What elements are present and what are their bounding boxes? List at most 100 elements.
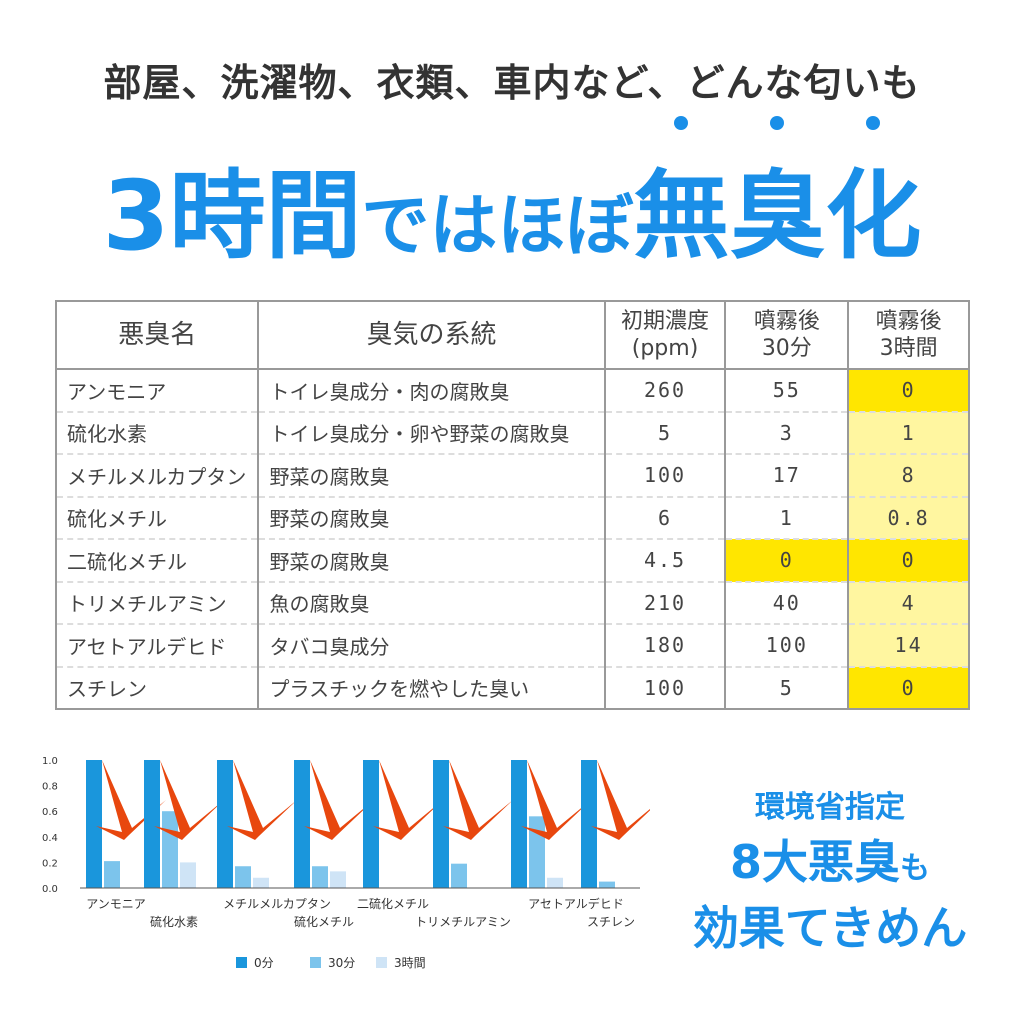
table-cell: 1	[724, 496, 850, 540]
table-row: アンモニア トイレ臭成分・肉の腐敗臭 260 55 0	[54, 369, 970, 413]
table-cell: タバコ臭成分	[257, 624, 606, 668]
table-cell: 3	[724, 411, 850, 455]
table-cell: 210	[603, 581, 727, 625]
x-tick-label: メチルメルカプタン	[223, 897, 331, 911]
subtitle: 部屋、洗濯物、衣類、車内など、どんな匂いも	[103, 61, 921, 105]
right-line2a: 8大悪臭	[729, 835, 900, 889]
table-cell: 4	[847, 581, 970, 625]
table-cell: プラスチックを燃やした臭い	[257, 666, 606, 710]
bar-0	[363, 760, 379, 888]
down-arrow-icon	[227, 760, 297, 840]
down-arrow-icon	[591, 760, 650, 840]
down-arrow-icon	[443, 760, 513, 840]
table-cell: 0	[724, 539, 850, 583]
bar-1	[312, 866, 328, 888]
table-cell: 17	[724, 454, 850, 498]
table-cell: 5	[724, 666, 850, 710]
table-cell: 6	[603, 496, 727, 540]
table-cell: トリメチルアミン	[54, 581, 260, 625]
column-header: 臭気の系統	[257, 300, 606, 370]
headline-char: 無	[633, 116, 729, 277]
legend-swatch	[236, 957, 247, 968]
x-tick-label: トリメチルアミン	[415, 915, 511, 929]
x-tick-label: アセトアルデヒド	[528, 896, 624, 911]
table-cell: 40	[724, 581, 850, 625]
table-cell: 硫化水素	[54, 411, 260, 455]
table-cell: アセトアルデヒド	[54, 624, 260, 668]
right-line2b: も	[900, 851, 930, 886]
x-tick-label: スチレン	[587, 915, 635, 929]
legend-swatch	[376, 957, 387, 968]
headline-part1: 3時間	[102, 160, 362, 272]
right-line2: 8大悪臭も	[650, 826, 1010, 892]
bar-1	[162, 811, 178, 888]
table-cell: 100	[603, 454, 727, 498]
bar-1	[104, 861, 120, 888]
table-cell: 14	[847, 624, 970, 668]
bar-0	[294, 760, 310, 888]
headline: 3時間ではほぼ無臭化	[0, 116, 1024, 277]
table-row: アセトアルデヒド タバコ臭成分 180 100 14	[54, 624, 970, 668]
table-row: 二硫化メチル 野菜の腐敗臭 4.5 0 0	[54, 539, 970, 583]
table-cell: 260	[603, 369, 727, 413]
bar-0	[511, 760, 527, 888]
table-cell: 野菜の腐敗臭	[257, 539, 606, 583]
table-cell: 0	[847, 369, 970, 413]
table-cell: トイレ臭成分・肉の腐敗臭	[257, 369, 606, 413]
table-cell: 硫化メチル	[54, 496, 260, 540]
y-tick-label: 0.4	[42, 833, 58, 844]
bar-2	[253, 877, 269, 888]
y-tick-label: 0.6	[42, 807, 58, 818]
table-cell: 0	[847, 539, 970, 583]
column-header: 悪臭名	[54, 300, 260, 370]
table-cell: 魚の腐敗臭	[257, 581, 606, 625]
table-cell: 二硫化メチル	[54, 539, 260, 583]
headline-part2: ではほぼ	[361, 187, 634, 266]
header-text: 噴霧後	[753, 308, 820, 334]
legend-label: 3時間	[394, 956, 426, 970]
header-text: 臭気の系統	[366, 319, 497, 350]
legend-label: 30分	[328, 956, 355, 970]
y-tick-label: 0.2	[42, 858, 58, 869]
table-cell: 8	[847, 454, 970, 498]
column-header: 噴霧後 30分	[724, 300, 850, 370]
table-cell: スチレン	[54, 666, 260, 710]
column-header: 初期濃度 (ppm)	[603, 300, 727, 370]
legend-swatch	[310, 957, 321, 968]
bar-0	[581, 760, 597, 888]
x-tick-label: 硫化メチル	[294, 914, 354, 929]
bar-2	[180, 862, 196, 888]
column-header: 噴霧後 3時間	[847, 300, 970, 370]
legend-label: 0分	[254, 956, 274, 970]
down-arrow-icon	[373, 760, 443, 840]
table-cell: 野菜の腐敗臭	[257, 454, 606, 498]
y-tick-label: 0.0	[42, 884, 58, 895]
bar-0	[144, 760, 160, 888]
table-row: トリメチルアミン 魚の腐敗臭 210 40 4	[54, 581, 970, 625]
table-cell: トイレ臭成分・卵や野菜の腐敗臭	[257, 411, 606, 455]
table-cell: 100	[724, 624, 850, 668]
table-cell: 100	[603, 666, 727, 710]
x-tick-label: 硫化水素	[150, 914, 198, 929]
y-tick-label: 1.0	[42, 756, 58, 767]
bar-2	[547, 877, 563, 888]
bar-1	[451, 863, 467, 888]
right-line3: 効果てきめん	[692, 901, 968, 955]
header-text: 30分	[761, 336, 812, 361]
table-cell: 野菜の腐敗臭	[257, 496, 606, 540]
table-cell: 180	[603, 624, 727, 668]
x-tick-label: 二硫化メチル	[357, 896, 429, 911]
bar-0	[86, 760, 102, 888]
bar-1	[529, 816, 545, 888]
x-tick-label: アンモニア	[86, 897, 146, 911]
table-cell: 1	[847, 411, 970, 455]
headline-char: 化	[825, 116, 921, 277]
table-cell: 5	[603, 411, 727, 455]
table-cell: 4.5	[603, 539, 727, 583]
table-cell: 0.8	[847, 496, 970, 540]
table-row: 硫化水素 トイレ臭成分・卵や野菜の腐敗臭 5 3 1	[54, 411, 970, 455]
header-text: (ppm)	[631, 336, 699, 361]
bar-1	[235, 866, 251, 888]
bar-0	[217, 760, 233, 888]
